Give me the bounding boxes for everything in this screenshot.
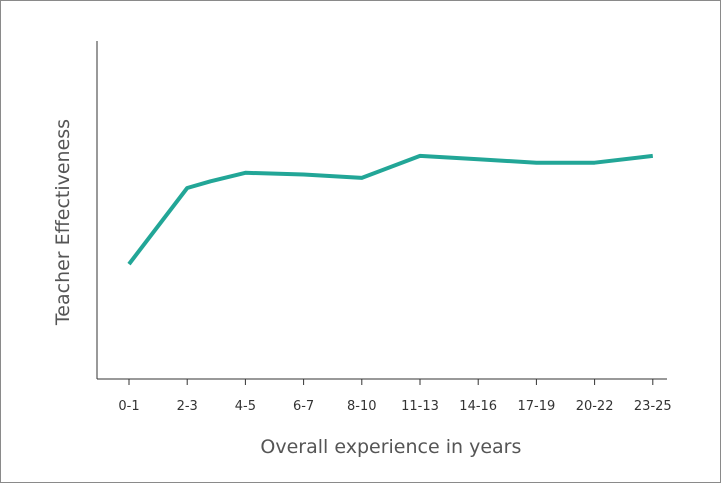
x-tick-label: 17-19 (518, 399, 556, 414)
x-tick-label: 20-22 (576, 399, 614, 414)
x-tick-label: 6-7 (293, 399, 314, 414)
x-ticks (128, 379, 654, 385)
x-tick-labels: 0-1 2-3 4-5 6-7 8-10 11-13 14-16 17-19 20-22 23-2… (118, 399, 671, 414)
x-tick-label: 4-5 (235, 399, 256, 414)
x-tick-label: 11-13 (401, 399, 439, 414)
y-axis-title: Teacher Effectiveness (52, 119, 74, 326)
x-tick-label: 14-16 (459, 399, 497, 414)
x-tick-label: 23-25 (634, 399, 672, 414)
axes (96, 41, 667, 380)
x-axis-title: Overall experience in years (260, 436, 521, 458)
series-line (127, 153, 654, 266)
x-tick-label: 8-10 (347, 399, 377, 414)
x-tick-label: 0-1 (118, 399, 139, 414)
x-tick-label: 2-3 (177, 399, 198, 414)
